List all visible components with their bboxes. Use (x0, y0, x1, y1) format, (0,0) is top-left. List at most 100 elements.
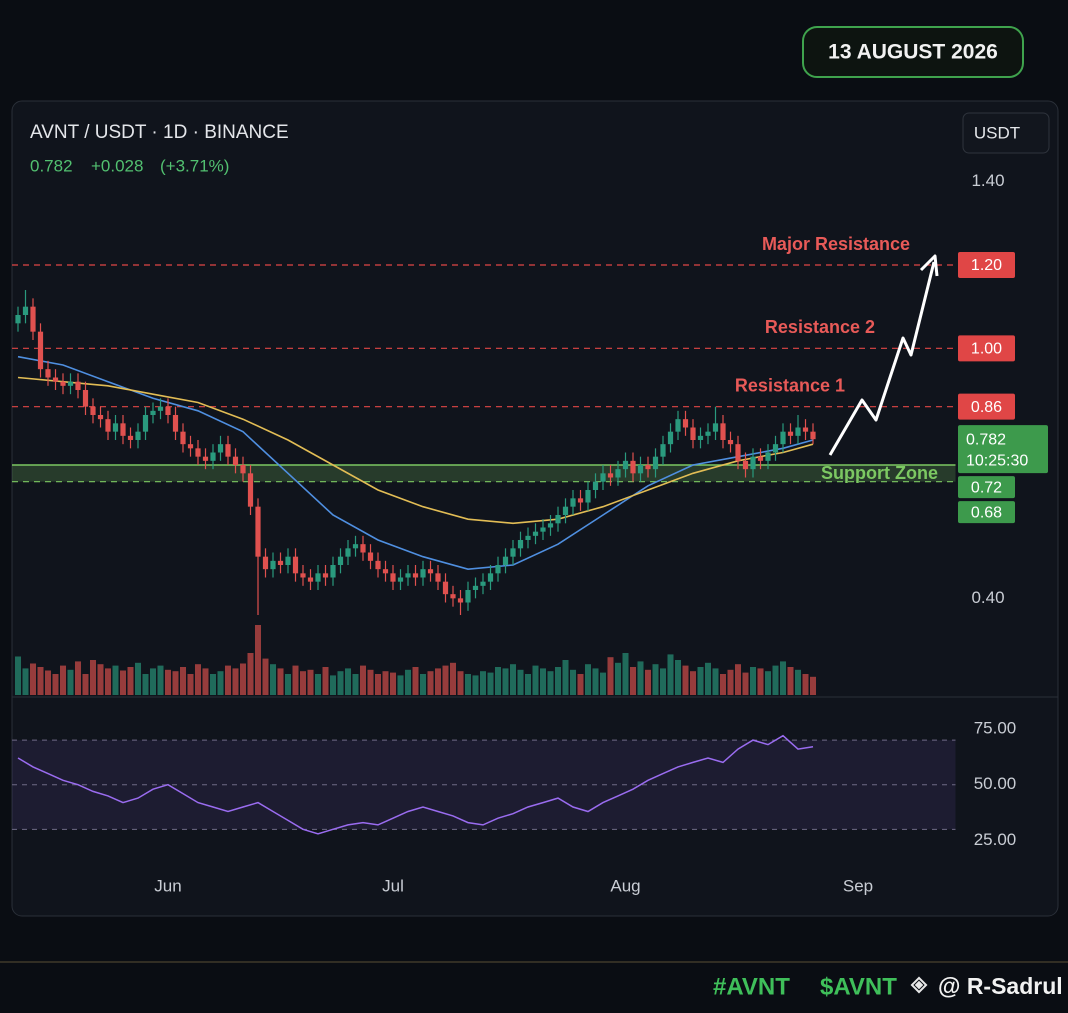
candle-body (315, 573, 321, 582)
price-change: +0.028 (91, 156, 143, 175)
candle-body (525, 535, 531, 540)
volume-bar (645, 669, 651, 695)
rsi-tick-label: 25.00 (974, 830, 1017, 849)
candle-body (255, 506, 261, 557)
candle-body (540, 527, 546, 532)
volume-bar (345, 668, 351, 695)
candle-body (465, 590, 471, 603)
volume-bar (585, 664, 591, 695)
candle-body (420, 569, 426, 578)
last-price-tag-value: 0.782 (966, 431, 1006, 448)
candle-body (232, 456, 239, 465)
support-tag (958, 476, 1015, 499)
candle-body (532, 531, 539, 536)
volume-bar (232, 668, 239, 695)
candle-body (802, 427, 809, 432)
candle-body (127, 435, 134, 440)
volume-bar (592, 668, 599, 695)
candle-body (45, 369, 51, 378)
volume-bar (375, 674, 381, 695)
candle-body (427, 569, 434, 574)
moving-average (17, 355, 814, 571)
candle-body (772, 444, 779, 453)
volume-bar (615, 662, 621, 695)
volume-bar (360, 665, 366, 695)
volume-bar (622, 653, 629, 695)
candle-body (345, 548, 351, 557)
candle-body (585, 490, 591, 503)
last-price-countdown: 10:25:30 (966, 452, 1028, 469)
volume-bar (30, 663, 36, 695)
candle-body (705, 431, 711, 436)
candle-body (667, 431, 674, 445)
volume-bar (675, 660, 681, 695)
candle-body (97, 415, 104, 420)
volume-bar (540, 668, 546, 695)
x-tick-label: Sep (843, 876, 873, 895)
candle-body (757, 456, 764, 461)
cashtag: $AVNT (820, 973, 897, 1000)
candle-body (352, 544, 359, 549)
volume-bar (787, 667, 794, 695)
volume-bar (187, 674, 194, 695)
volume-bar (180, 667, 186, 695)
candle-body (180, 431, 186, 445)
volume-bar (660, 668, 666, 695)
candle-body (195, 448, 201, 457)
volume-bar (652, 664, 659, 695)
volume-bar (607, 657, 614, 695)
support-zone (12, 465, 956, 482)
volume-bar (300, 671, 306, 695)
rsi-tick-label: 75.00 (974, 718, 1017, 737)
volume-bar (37, 667, 44, 695)
volume-bar (15, 656, 21, 695)
volume-bar (600, 672, 606, 695)
candle-body (570, 498, 576, 507)
volume-bar (630, 667, 636, 695)
candle-body (645, 465, 651, 470)
candle-body (562, 506, 569, 515)
currency-button[interactable] (962, 112, 1050, 154)
candle-body (240, 465, 246, 474)
volume-bar (52, 674, 59, 695)
candle-body (660, 444, 666, 457)
volume-bar (690, 671, 696, 695)
volume-bar (532, 665, 539, 695)
candle-body (637, 465, 644, 474)
candle-body (517, 540, 524, 549)
volume-bar (720, 674, 726, 695)
volume-bar (487, 672, 494, 695)
candle-body (382, 569, 389, 574)
projection-arrow (828, 261, 936, 456)
volume-bar (757, 668, 764, 695)
candle-body (510, 548, 516, 557)
volume-bar (577, 674, 584, 695)
candle-body (442, 581, 449, 595)
candle-body (592, 481, 599, 490)
candle-body (502, 556, 509, 565)
chart-panel (11, 100, 1059, 917)
candle-body (52, 377, 59, 382)
volume-bar (765, 671, 771, 695)
candle-body (720, 423, 726, 440)
candle-body (480, 581, 486, 586)
volume-bar (712, 668, 719, 695)
candle-body (187, 444, 194, 449)
volume-bar (352, 674, 359, 695)
volume-bar (270, 664, 276, 695)
currency-label: USDT (974, 123, 1020, 142)
volume-bar (150, 668, 156, 695)
volume-bar (435, 668, 441, 695)
candle-body (750, 456, 756, 470)
candle-body (367, 552, 374, 561)
candle-body (435, 573, 441, 582)
date-badge (802, 26, 1024, 78)
support-tag-label: 0.72 (971, 479, 1002, 496)
candle-body (622, 460, 629, 470)
candle-body (120, 423, 126, 436)
candle-body (60, 381, 66, 386)
author-handle: @ R-Sadrul (938, 973, 1063, 999)
volume-bar (315, 674, 321, 695)
candle-body (712, 423, 719, 432)
